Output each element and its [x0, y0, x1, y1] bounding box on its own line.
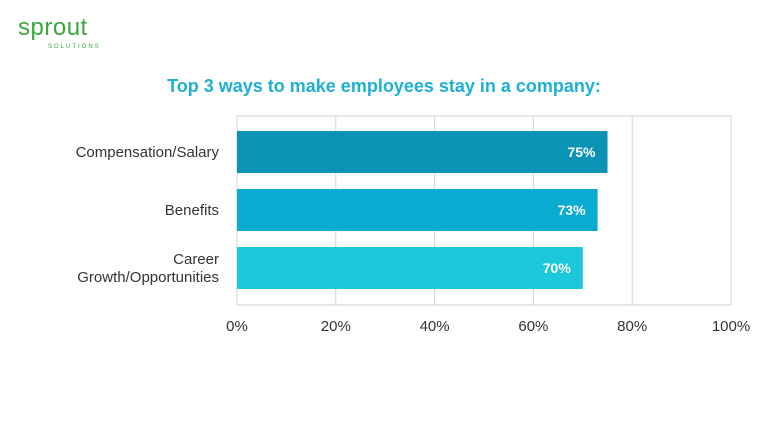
- x-tick-label-20: 20%: [321, 318, 351, 335]
- x-tick-label-60: 60%: [518, 318, 548, 335]
- bar-0: [237, 131, 608, 173]
- bar-1: [237, 189, 598, 231]
- bar-value-label-1: 73%: [558, 202, 587, 218]
- logo-subtitle: SOLUTIONS: [48, 44, 101, 50]
- x-tick-label-80: 80%: [617, 318, 647, 335]
- chart-title: Top 3 ways to make employees stay in a c…: [167, 76, 601, 96]
- category-label-1: Benefits: [165, 202, 219, 219]
- bar-2: [237, 247, 583, 289]
- bar-value-label-0: 75%: [567, 144, 596, 160]
- x-tick-label-0: 0%: [226, 318, 248, 335]
- category-label-0: Compensation/Salary: [76, 144, 220, 161]
- brand-logo: sprout SOLUTIONS: [18, 14, 118, 54]
- logo-wordmark: sprout: [18, 14, 88, 41]
- bar-value-label-2: 70%: [543, 260, 572, 276]
- category-label-2: Career Growth/Opportunities: [77, 251, 219, 286]
- x-tick-label-100: 100%: [712, 318, 750, 335]
- x-tick-label-40: 40%: [420, 318, 450, 335]
